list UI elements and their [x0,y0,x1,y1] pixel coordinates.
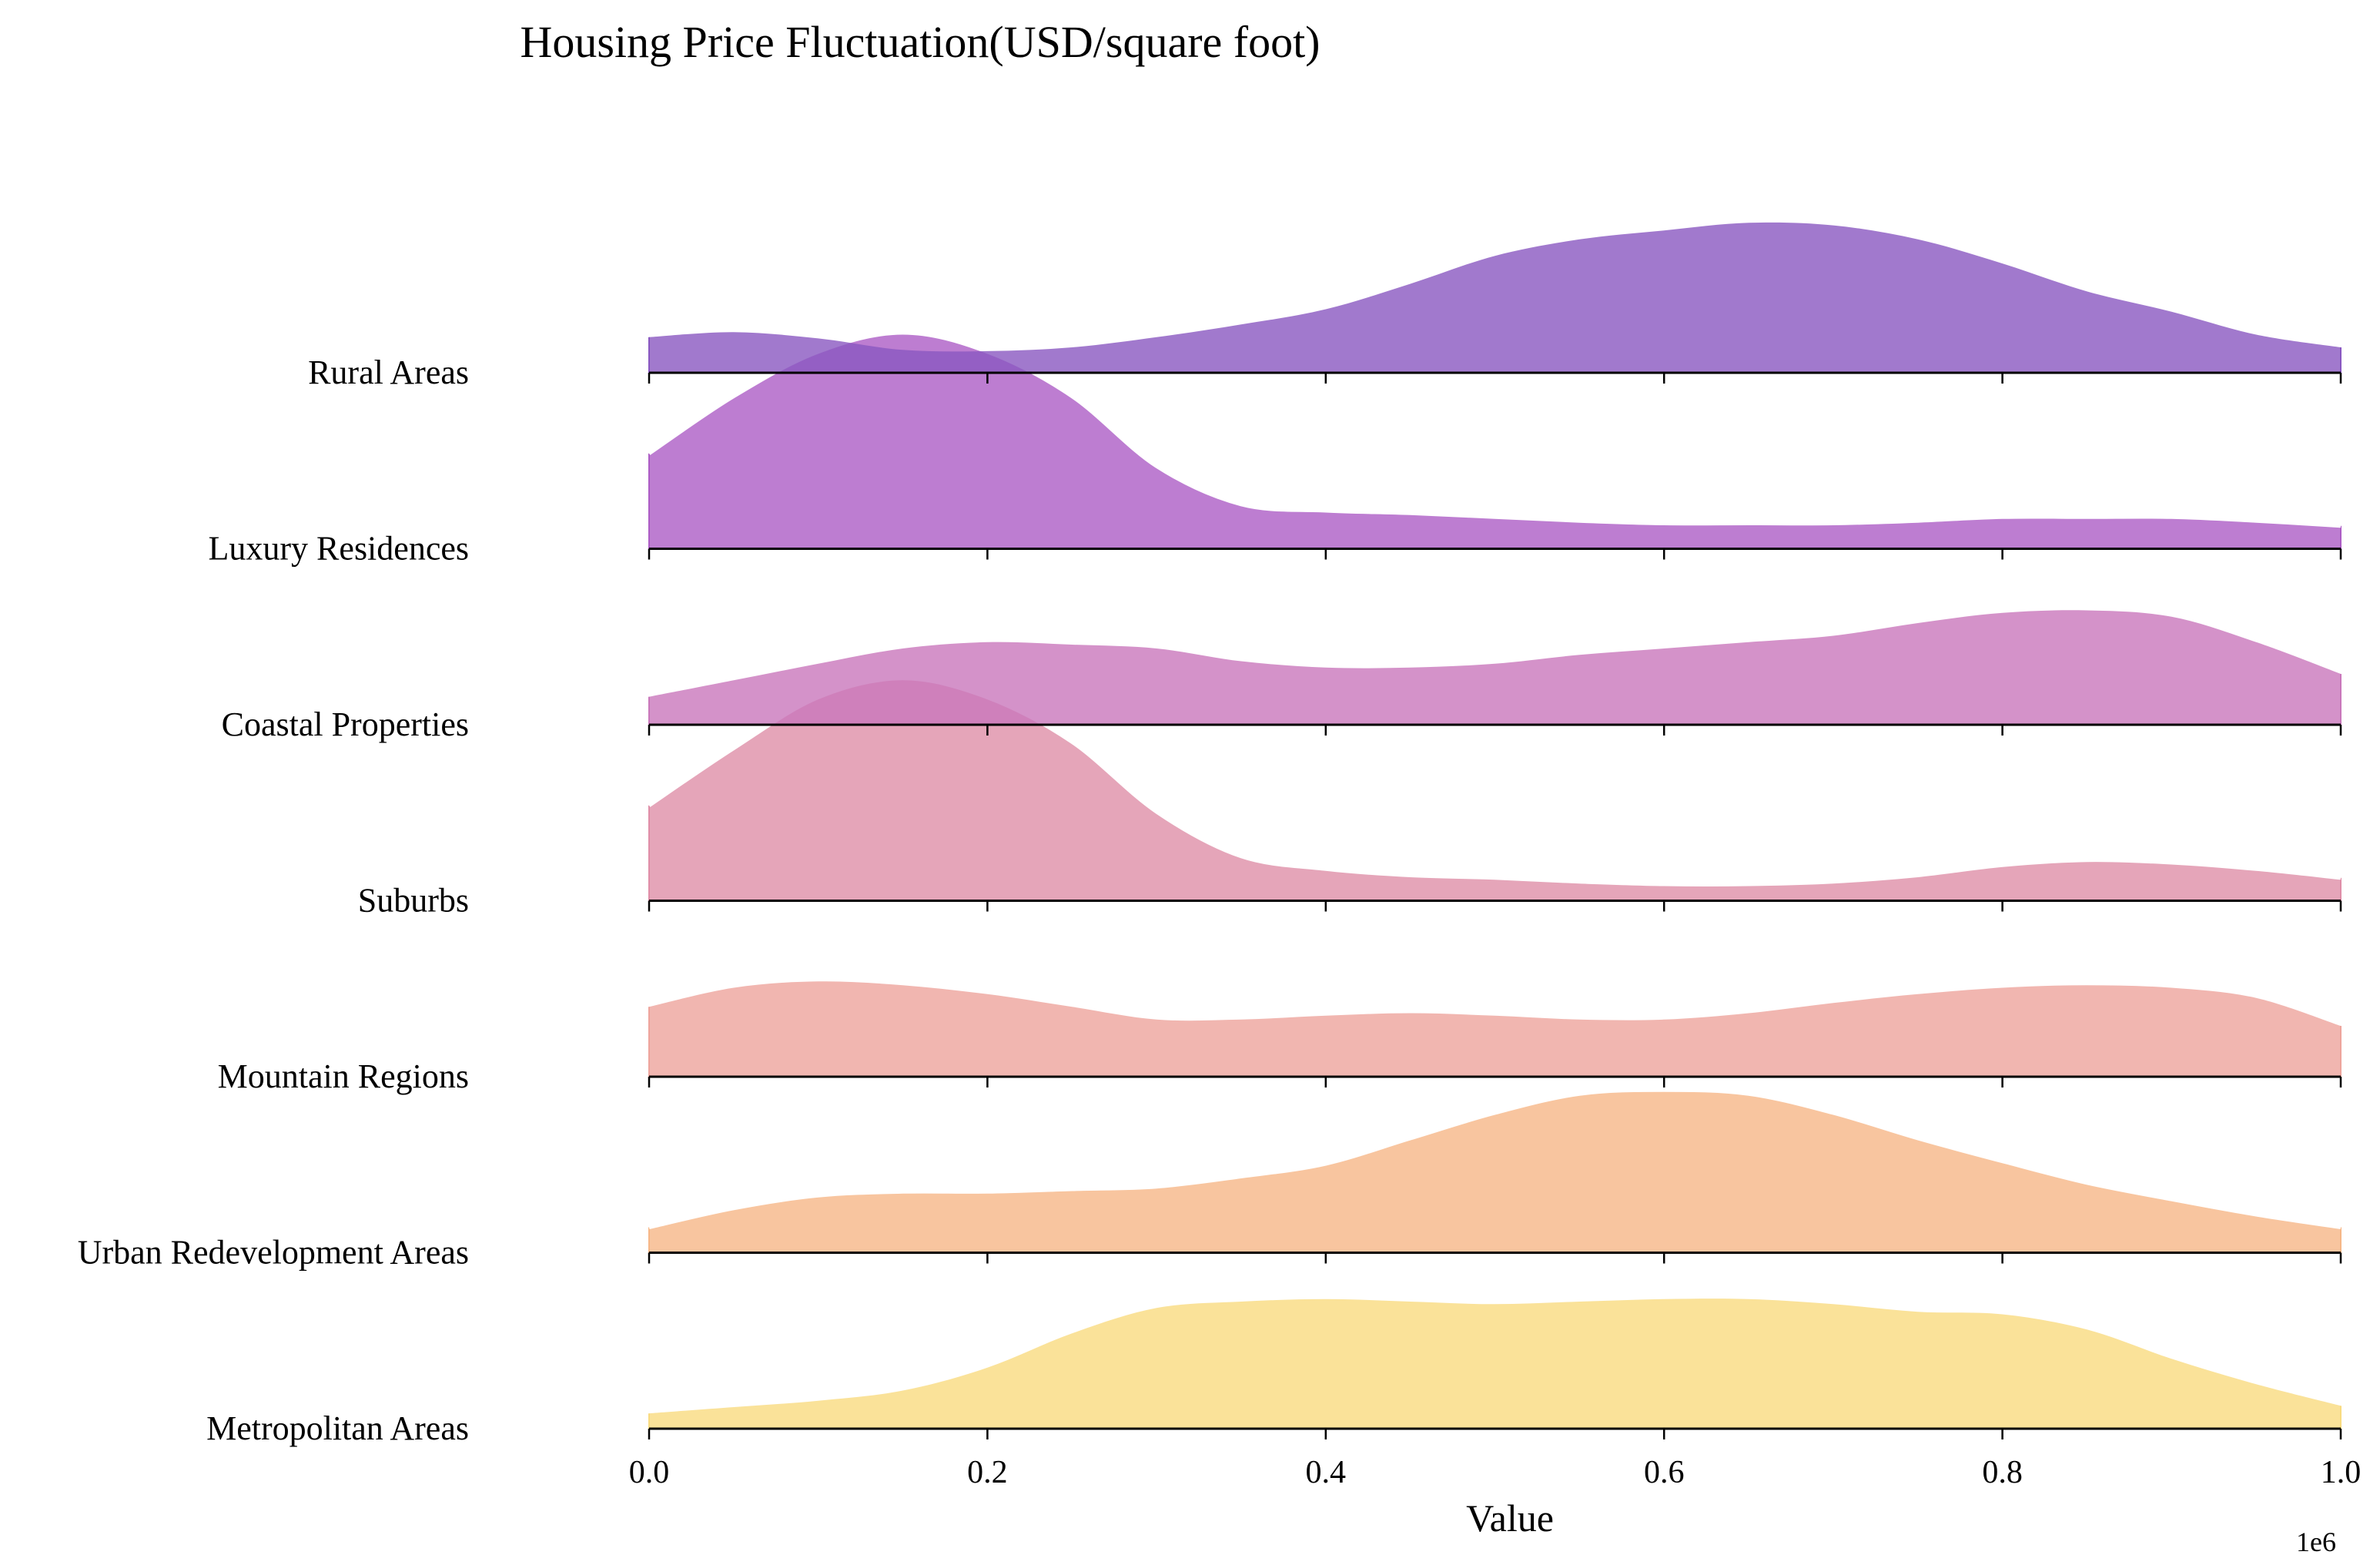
ridge-coastal-properties [648,610,2342,725]
ridge-area [649,981,2341,1077]
ridge-urban-redevelopment-areas [648,1087,2342,1253]
ridge-baseline-suburbs [648,900,2342,912]
ridge-baseline-urban-redevelopment-areas [648,1252,2342,1264]
chart-title: Housing Price Fluctuation(USD/square foo… [520,17,1320,67]
ridge-rural-areas [648,222,2342,373]
category-labels: Rural Areas Luxury Residences Coastal Prop… [78,354,469,1447]
ridge-area [649,222,2341,373]
ridge-area [649,1090,2341,1253]
category-label-luxury-residences: Luxury Residences [209,530,469,568]
x-tick-label: 0.8 [1982,1455,2023,1490]
ridge-baseline-luxury-residences [648,548,2342,560]
category-label-suburbs: Suburbs [358,882,469,920]
x-axis: 0.0 0.2 0.4 0.6 0.8 1.0 [629,371,2362,1490]
category-label-coastal-properties: Coastal Properties [222,705,469,743]
x-axis-offset-label: 1e6 [2296,1526,2336,1557]
ridges-group [648,222,2342,1429]
ridge-mountain-regions [648,981,2342,1077]
ridge-outline [648,1087,2342,1229]
ridge-area [649,1299,2341,1429]
ridge-area [649,610,2341,725]
ridge-luxury-residences [648,330,2342,549]
ridge-area [649,333,2341,549]
ridge-outline [648,330,2342,528]
x-axis-label: Value [1466,1496,1554,1540]
x-tick-label: 0.2 [967,1455,1008,1490]
ridge-baseline-metropolitan-areas [648,1427,2342,1439]
ridge-area [649,678,2341,901]
x-tick-label: 1.0 [2321,1455,2362,1490]
ridge-baseline-rural-areas [648,371,2342,384]
category-label-mountain-regions: Mountain Regions [218,1057,469,1095]
x-tick-label: 0.4 [1306,1455,1347,1490]
x-tick-label: 0.0 [629,1455,670,1490]
ridge-baseline-coastal-properties [648,723,2342,736]
category-label-rural-areas: Rural Areas [308,354,469,391]
ridge-metropolitan-areas [648,1299,2342,1429]
x-tick-label: 0.6 [1644,1455,1685,1490]
ridge-baseline-mountain-regions [648,1075,2342,1087]
category-label-metropolitan-areas: Metropolitan Areas [206,1409,469,1447]
category-label-urban-redevelopment-areas: Urban Redevelopment Areas [78,1234,469,1272]
